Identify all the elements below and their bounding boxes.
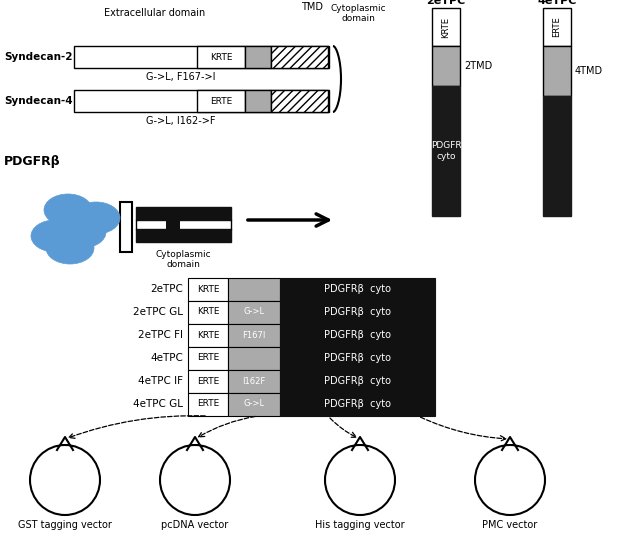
- FancyBboxPatch shape: [120, 202, 132, 252]
- Text: G->L: G->L: [243, 399, 265, 409]
- Text: PDGFRβ: PDGFRβ: [4, 155, 60, 169]
- Circle shape: [325, 445, 395, 515]
- Text: 4eTPC: 4eTPC: [150, 353, 183, 363]
- FancyBboxPatch shape: [166, 220, 180, 229]
- FancyBboxPatch shape: [197, 46, 245, 68]
- FancyBboxPatch shape: [280, 324, 435, 347]
- Text: His tagging vector: His tagging vector: [315, 520, 405, 530]
- Ellipse shape: [44, 194, 92, 226]
- FancyBboxPatch shape: [228, 347, 280, 370]
- Text: I162F: I162F: [243, 376, 266, 386]
- FancyBboxPatch shape: [136, 207, 231, 220]
- Text: 2eTPC GL: 2eTPC GL: [133, 307, 183, 317]
- FancyBboxPatch shape: [166, 220, 180, 229]
- Ellipse shape: [46, 232, 94, 264]
- FancyBboxPatch shape: [271, 46, 328, 68]
- Ellipse shape: [58, 216, 106, 248]
- FancyBboxPatch shape: [188, 393, 228, 416]
- Ellipse shape: [72, 202, 120, 234]
- FancyBboxPatch shape: [543, 46, 571, 96]
- Text: Cytoplasmic
domain: Cytoplasmic domain: [155, 250, 211, 269]
- FancyBboxPatch shape: [188, 278, 228, 301]
- Text: PDGFRβ  cyto: PDGFRβ cyto: [324, 376, 390, 386]
- Text: TMD: TMD: [301, 2, 323, 12]
- Text: KRTE: KRTE: [196, 331, 220, 340]
- Text: Syndecan-2: Syndecan-2: [4, 52, 73, 62]
- FancyBboxPatch shape: [188, 347, 228, 370]
- FancyBboxPatch shape: [280, 347, 435, 370]
- Text: KRTE: KRTE: [196, 285, 220, 294]
- FancyBboxPatch shape: [280, 278, 435, 301]
- FancyBboxPatch shape: [432, 86, 460, 216]
- FancyBboxPatch shape: [136, 229, 231, 242]
- FancyBboxPatch shape: [543, 96, 571, 216]
- FancyBboxPatch shape: [245, 90, 271, 112]
- FancyBboxPatch shape: [188, 301, 228, 324]
- Text: G->L: G->L: [243, 308, 265, 317]
- Text: ERTE: ERTE: [210, 97, 232, 106]
- FancyBboxPatch shape: [280, 393, 435, 416]
- Ellipse shape: [31, 220, 79, 252]
- FancyBboxPatch shape: [188, 324, 228, 347]
- Text: ERTE: ERTE: [553, 17, 562, 37]
- Text: GST tagging vector: GST tagging vector: [18, 520, 112, 530]
- FancyBboxPatch shape: [280, 370, 435, 393]
- Text: PDGFR
cyto: PDGFR cyto: [431, 142, 462, 161]
- Text: 2eTPC: 2eTPC: [150, 284, 183, 294]
- Circle shape: [475, 445, 545, 515]
- Text: KRTE: KRTE: [196, 308, 220, 317]
- Text: KRTE: KRTE: [210, 52, 232, 61]
- Circle shape: [160, 445, 230, 515]
- FancyBboxPatch shape: [543, 8, 571, 46]
- Text: PDGFRβ  cyto: PDGFRβ cyto: [324, 330, 390, 340]
- Text: KRTE: KRTE: [442, 17, 451, 37]
- FancyBboxPatch shape: [432, 8, 460, 46]
- Text: G->L, F167->I: G->L, F167->I: [146, 72, 216, 82]
- Circle shape: [30, 445, 100, 515]
- Text: G->L, I162->F: G->L, I162->F: [146, 116, 216, 126]
- Text: Extracellular domain: Extracellular domain: [105, 8, 205, 18]
- FancyBboxPatch shape: [74, 46, 329, 68]
- Text: 2eTPC FI: 2eTPC FI: [138, 330, 183, 340]
- FancyBboxPatch shape: [228, 324, 280, 347]
- Text: PDGFRβ  cyto: PDGFRβ cyto: [324, 399, 390, 409]
- Text: 2TMD: 2TMD: [464, 61, 492, 71]
- Text: Cytoplasmic
domain: Cytoplasmic domain: [330, 4, 386, 23]
- Text: ERTE: ERTE: [197, 354, 219, 363]
- FancyBboxPatch shape: [188, 370, 228, 393]
- Text: 4eTPC IF: 4eTPC IF: [138, 376, 183, 386]
- FancyBboxPatch shape: [228, 393, 280, 416]
- Text: PMC vector: PMC vector: [482, 520, 537, 530]
- Text: pcDNA vector: pcDNA vector: [161, 520, 229, 530]
- FancyBboxPatch shape: [432, 46, 460, 86]
- FancyBboxPatch shape: [74, 90, 329, 112]
- Text: F167I: F167I: [242, 331, 266, 340]
- Text: 4eTPC: 4eTPC: [537, 0, 577, 6]
- Text: PDGFRβ  cyto: PDGFRβ cyto: [324, 353, 390, 363]
- FancyBboxPatch shape: [280, 301, 435, 324]
- Text: Syndecan-4: Syndecan-4: [4, 96, 73, 106]
- Text: 2eTPC: 2eTPC: [426, 0, 465, 6]
- FancyBboxPatch shape: [228, 301, 280, 324]
- Text: ERTE: ERTE: [197, 399, 219, 409]
- FancyBboxPatch shape: [197, 90, 245, 112]
- FancyBboxPatch shape: [245, 46, 271, 68]
- Text: 4TMD: 4TMD: [575, 66, 603, 76]
- FancyBboxPatch shape: [228, 278, 280, 301]
- FancyBboxPatch shape: [271, 90, 328, 112]
- FancyBboxPatch shape: [228, 370, 280, 393]
- Text: PDGFRβ  cyto: PDGFRβ cyto: [324, 307, 390, 317]
- Text: ERTE: ERTE: [197, 376, 219, 386]
- Text: 4eTPC GL: 4eTPC GL: [133, 399, 183, 409]
- Text: PDGFRβ  cyto: PDGFRβ cyto: [324, 284, 390, 294]
